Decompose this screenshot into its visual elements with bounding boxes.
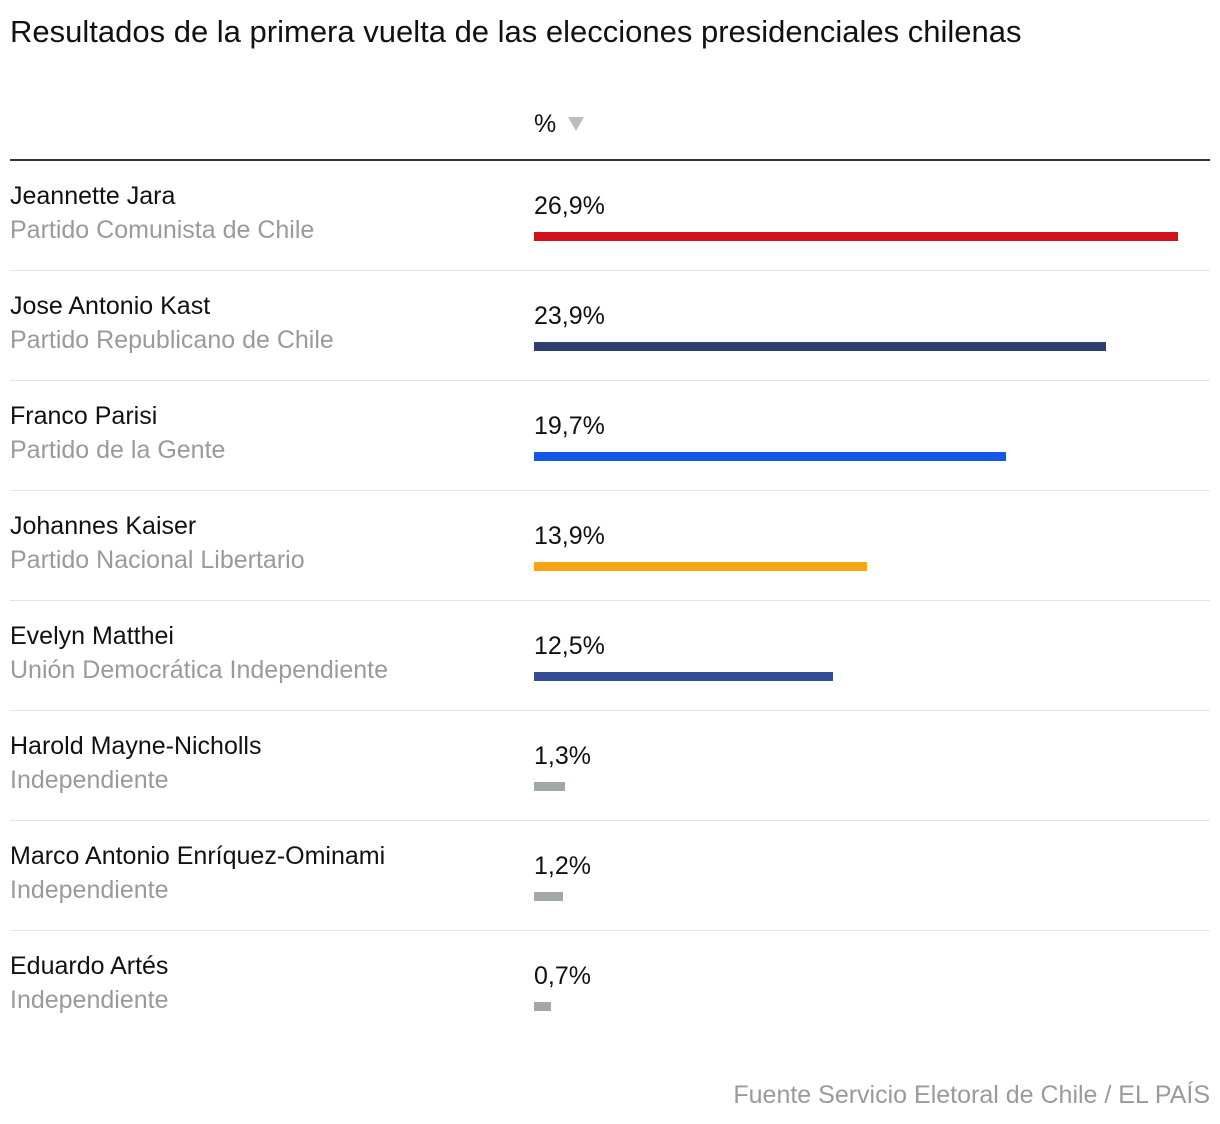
results-table: Jeannette Jara Partido Comunista de Chile… [10, 161, 1210, 1040]
bar [534, 892, 563, 901]
candidate-party: Partido Nacional Libertario [10, 546, 305, 574]
column-header-label: % [534, 110, 557, 138]
table-row: Jeannette Jara Partido Comunista de Chile… [10, 161, 1210, 271]
candidate-party: Independiente [10, 876, 169, 904]
candidate-party: Partido Comunista de Chile [10, 216, 315, 244]
data-label: 26,9% [534, 192, 605, 220]
table-row: Harold Mayne-Nicholls Independiente 1,3% [10, 711, 1210, 821]
table-row: Jose Antonio Kast Partido Republicano de … [10, 271, 1210, 381]
column-header[interactable]: % [534, 108, 585, 140]
table-row: Evelyn Matthei Unión Democrática Independ… [10, 601, 1210, 711]
table-row: Eduardo Artés Independiente 0,7% [10, 931, 1210, 1040]
candidate-name: Eduardo Artés [10, 952, 169, 980]
data-label: 13,9% [534, 522, 605, 550]
candidate-party: Independiente [10, 986, 169, 1014]
candidate-name: Evelyn Matthei [10, 622, 174, 650]
candidate-name: Johannes Kaiser [10, 512, 197, 540]
data-label: 1,2% [534, 852, 591, 880]
candidate-name: Harold Mayne-Nicholls [10, 732, 262, 760]
candidate-party: Partido Republicano de Chile [10, 326, 334, 354]
bar [534, 1002, 551, 1011]
bar [534, 232, 1178, 241]
data-label: 12,5% [534, 632, 605, 660]
bar [534, 342, 1106, 351]
candidate-party: Partido de la Gente [10, 436, 226, 464]
bar [534, 672, 833, 681]
table-row: Johannes Kaiser Partido Nacional Libertar… [10, 491, 1210, 601]
candidate-name: Jose Antonio Kast [10, 292, 211, 320]
data-label: 23,9% [534, 302, 605, 330]
candidate-party: Independiente [10, 766, 169, 794]
chart-title: Resultados de la primera vuelta de las e… [10, 14, 1022, 49]
candidate-party: Unión Democrática Independiente [10, 656, 389, 684]
data-label: 1,3% [534, 742, 591, 770]
candidate-name: Marco Antonio Enríquez-Ominami [10, 842, 386, 870]
bar [534, 452, 1006, 461]
candidate-name: Franco Parisi [10, 402, 158, 430]
table-row: Franco Parisi Partido de la Gente 19,7% [10, 381, 1210, 491]
table-row: Marco Antonio Enríquez-Ominami Independie… [10, 821, 1210, 931]
header-divider [10, 159, 1210, 161]
bar [534, 782, 565, 791]
data-label: 0,7% [534, 962, 591, 990]
bar [534, 562, 867, 571]
candidate-name: Jeannette Jara [10, 182, 176, 210]
source-note: Fuente Servicio Eletoral de Chile / EL P… [733, 1081, 1210, 1109]
sort-descending-icon[interactable] [568, 117, 585, 131]
data-label: 19,7% [534, 412, 605, 440]
